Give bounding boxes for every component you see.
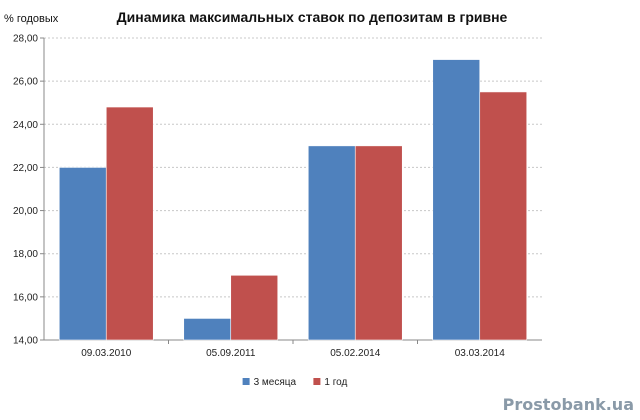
legend-label: 3 месяца [254, 377, 297, 388]
y-tick-label: 22,00 [13, 163, 38, 174]
legend-label: 1 год [324, 377, 347, 388]
x-tick-label: 05.09.2011 [206, 348, 256, 359]
y-tick-label: 16,00 [13, 292, 38, 303]
legend-swatch [242, 378, 250, 385]
y-tick-label: 28,00 [13, 34, 38, 45]
x-tick-label: 03.03.2014 [455, 348, 505, 359]
bar [58, 167, 107, 341]
y-tick-label: 26,00 [13, 77, 38, 88]
y-tick-label: 20,00 [13, 206, 38, 217]
y-tick-label: 24,00 [13, 120, 38, 131]
bar [354, 145, 403, 341]
bar [307, 145, 356, 341]
y-tick-label: 18,00 [13, 249, 38, 260]
watermark: Prostobank.ua [503, 395, 634, 414]
y-tick-label: 14,00 [13, 336, 38, 347]
legend-swatch [313, 378, 321, 385]
y-axis-unit-label: % годовых [4, 13, 59, 25]
x-tick-label: 05.02.2014 [330, 348, 380, 359]
bar [230, 274, 279, 341]
bar [183, 318, 232, 341]
x-tick-label: 09.03.2010 [81, 348, 131, 359]
plot-area: 14,00 16,00 18,00 20,00 22,00 24,00 26,00 28,00… [13, 34, 542, 359]
bar [105, 106, 154, 341]
bar [479, 91, 528, 341]
chart-title: Динамика максимальных ставок по депозита… [117, 9, 508, 25]
legend: 3 месяца 1 год [242, 377, 348, 388]
bar [432, 59, 481, 341]
